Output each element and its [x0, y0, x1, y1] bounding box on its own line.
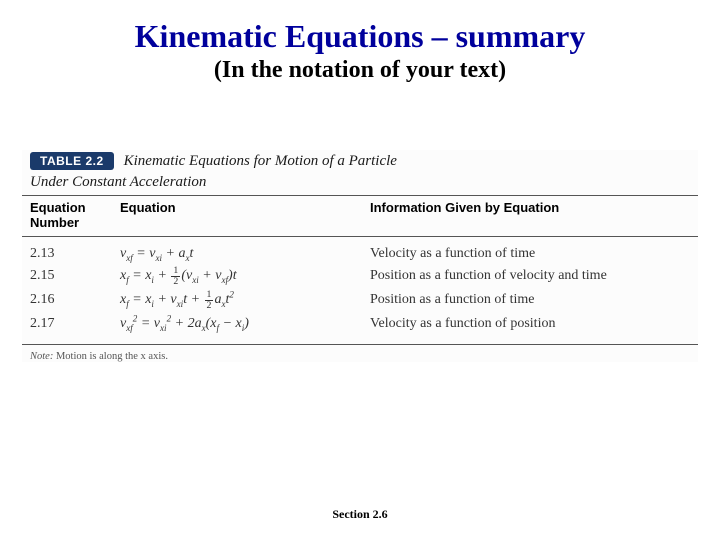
equation-cell: vxf = vxi + axt — [120, 243, 370, 265]
eq-info: Position as a function of velocity and t… — [370, 265, 690, 287]
table-subcaption: Under Constant Acceleration — [22, 174, 698, 196]
eq-info: Position as a function of time — [370, 289, 690, 311]
page-subtitle: (In the notation of your text) — [0, 57, 720, 84]
eq-number: 2.13 — [30, 243, 120, 265]
col-header-equation: Equation — [120, 200, 370, 230]
table-caption: Kinematic Equations for Motion of a Part… — [124, 153, 397, 170]
col-header-info: Information Given by Equation — [370, 200, 690, 230]
note-text: Motion is along the x axis. — [53, 351, 168, 362]
table-row: 2.16 xf = xi + vxit + 12axt2 Position as… — [30, 288, 690, 312]
equation-cell: vxf2 = vxi2 + 2ax(xf − xi) — [120, 312, 370, 336]
table-column-headers: Equation Number Equation Information Giv… — [22, 196, 698, 237]
title-block: Kinematic Equations – summary (In the no… — [0, 0, 720, 84]
table-note: Note: Motion is along the x axis. — [22, 345, 698, 362]
col-header-number: Equation Number — [30, 200, 120, 230]
eq-number: 2.15 — [30, 265, 120, 287]
page-title: Kinematic Equations – summary — [0, 18, 720, 55]
equations-table: TABLE 2.2 Kinematic Equations for Motion… — [22, 150, 698, 362]
table-title-row: TABLE 2.2 Kinematic Equations for Motion… — [22, 150, 698, 174]
equation-cell: xf = xi + vxit + 12axt2 — [120, 288, 370, 312]
eq-info: Velocity as a function of position — [370, 313, 690, 335]
eq-number: 2.16 — [30, 289, 120, 311]
table-row: 2.17 vxf2 = vxi2 + 2ax(xf − xi) Velocity… — [30, 312, 690, 336]
table-row: 2.13 vxf = vxi + axt Velocity as a funct… — [30, 243, 690, 265]
table-number-pill: TABLE 2.2 — [30, 152, 114, 170]
eq-info: Velocity as a function of time — [370, 243, 690, 265]
equation-cell: xf = xi + 12(vxi + vxf)t — [120, 265, 370, 287]
slide: Kinematic Equations – summary (In the no… — [0, 0, 720, 540]
table-row: 2.15 xf = xi + 12(vxi + vxf)t Position a… — [30, 265, 690, 287]
eq-number: 2.17 — [30, 313, 120, 335]
note-label: Note: — [30, 351, 53, 362]
footer-section-label: Section 2.6 — [0, 507, 720, 522]
table-rows: 2.13 vxf = vxi + axt Velocity as a funct… — [22, 237, 698, 345]
